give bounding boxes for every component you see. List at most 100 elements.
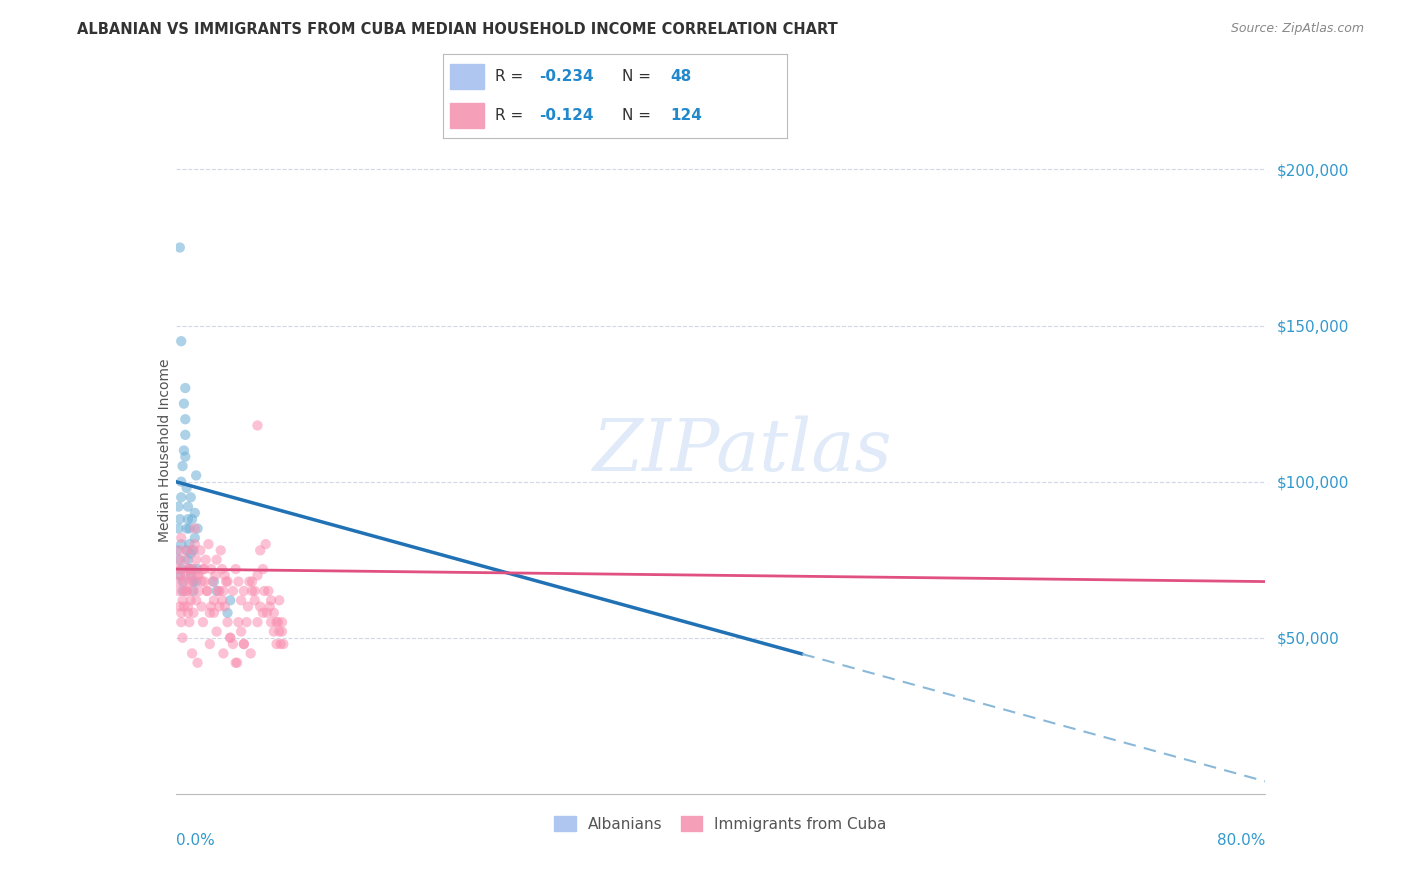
Point xyxy=(179,574,201,589)
Point xyxy=(180,568,202,582)
Point xyxy=(183,574,205,589)
Point xyxy=(249,543,271,558)
Point xyxy=(219,631,242,645)
Point xyxy=(236,599,259,614)
Point xyxy=(184,537,207,551)
Point xyxy=(225,656,247,670)
Point xyxy=(232,583,254,598)
Point xyxy=(166,562,188,576)
Point xyxy=(186,656,209,670)
Text: 0.0%: 0.0% xyxy=(176,833,215,847)
Text: R =: R = xyxy=(495,69,527,84)
Point xyxy=(174,381,197,395)
Point xyxy=(214,599,236,614)
Point xyxy=(186,574,208,589)
Point xyxy=(202,606,225,620)
Point xyxy=(217,615,239,630)
Point xyxy=(173,443,195,458)
Point xyxy=(205,552,228,567)
Point xyxy=(205,624,228,639)
Point xyxy=(202,574,225,589)
Point xyxy=(201,574,224,589)
Point xyxy=(204,568,226,582)
Point xyxy=(260,615,283,630)
Point xyxy=(205,583,228,598)
Point xyxy=(208,599,231,614)
Point xyxy=(271,624,294,639)
Point xyxy=(263,606,285,620)
Point xyxy=(167,574,190,589)
Point xyxy=(187,583,209,598)
Point xyxy=(211,562,233,576)
Point xyxy=(183,606,205,620)
Point xyxy=(239,646,262,660)
Bar xyxy=(450,63,484,89)
Point xyxy=(257,583,280,598)
Text: 124: 124 xyxy=(671,108,702,123)
Point xyxy=(172,574,194,589)
Text: -0.234: -0.234 xyxy=(540,69,593,84)
Point xyxy=(181,646,204,660)
Point xyxy=(212,583,235,598)
Point xyxy=(169,568,191,582)
Point xyxy=(170,334,193,348)
Point xyxy=(177,599,200,614)
Point xyxy=(176,481,198,495)
Point xyxy=(231,593,253,607)
Point xyxy=(198,606,221,620)
Point xyxy=(215,574,238,589)
Point xyxy=(176,543,198,558)
Point xyxy=(183,574,205,589)
Point xyxy=(183,562,205,576)
Point xyxy=(170,537,193,551)
Point xyxy=(217,606,239,620)
Point xyxy=(170,562,193,576)
Point xyxy=(266,637,288,651)
Point xyxy=(177,606,200,620)
Point xyxy=(172,458,194,473)
Point xyxy=(174,427,197,442)
Point xyxy=(243,593,266,607)
Point xyxy=(183,583,205,598)
Point xyxy=(226,656,249,670)
Point xyxy=(252,606,274,620)
Point xyxy=(173,574,195,589)
Point xyxy=(188,543,211,558)
Point xyxy=(243,583,266,598)
Point xyxy=(186,562,209,576)
Point xyxy=(269,593,291,607)
Point xyxy=(177,552,200,567)
Point xyxy=(232,637,254,651)
Text: ZIPatlas: ZIPatlas xyxy=(592,415,893,486)
Point xyxy=(222,637,245,651)
Text: ALBANIAN VS IMMIGRANTS FROM CUBA MEDIAN HOUSEHOLD INCOME CORRELATION CHART: ALBANIAN VS IMMIGRANTS FROM CUBA MEDIAN … xyxy=(77,22,838,37)
Point xyxy=(173,583,195,598)
Point xyxy=(167,552,190,567)
Point xyxy=(246,568,269,582)
Point xyxy=(271,615,294,630)
Point xyxy=(246,615,269,630)
Point xyxy=(169,512,191,526)
Text: 80.0%: 80.0% xyxy=(1218,833,1265,847)
Point xyxy=(214,568,236,582)
Point xyxy=(252,562,274,576)
Text: N =: N = xyxy=(621,108,655,123)
Point xyxy=(176,583,198,598)
Point xyxy=(186,468,208,483)
Point xyxy=(190,574,212,589)
Point xyxy=(228,574,250,589)
Point xyxy=(183,543,205,558)
Text: -0.124: -0.124 xyxy=(540,108,593,123)
Point xyxy=(169,552,191,567)
Point xyxy=(225,562,247,576)
Point xyxy=(167,500,190,514)
Point xyxy=(179,562,201,576)
Point xyxy=(207,583,229,598)
Point xyxy=(174,552,197,567)
Point xyxy=(246,418,269,433)
Point xyxy=(184,521,207,535)
Point xyxy=(179,562,201,576)
Point xyxy=(231,624,253,639)
Point xyxy=(174,450,197,464)
Point xyxy=(269,624,291,639)
